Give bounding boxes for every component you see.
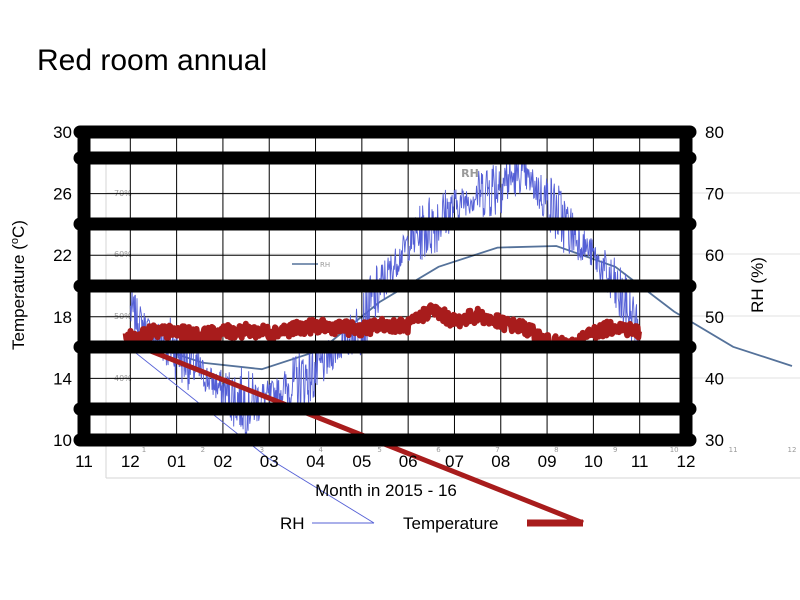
x-tick-label: 12 [677,452,696,471]
legend-label-temperature: Temperature [403,514,498,533]
y-axis-right-label: RH (%) [748,257,767,313]
legend: RH Temperature [280,514,583,533]
x-tick-label: 11 [75,452,93,471]
x-tick-label: 11 [631,452,649,471]
y-tick-label-left: 26 [53,185,72,204]
y-tick-label-right: 60 [705,246,724,265]
x-tick-label: 04 [306,452,325,471]
bg-x-tick-label: 3 [260,446,264,454]
bg-x-tick-label: 2 [201,446,205,454]
bg-x-tick-label: 4 [318,446,323,454]
x-tick-label: 01 [167,452,186,471]
x-tick-label: 09 [538,452,557,471]
y-tick-label-right: 50 [705,308,724,327]
x-tick-label: 03 [260,452,279,471]
x-axis-label: Month in 2015 - 16 [315,481,457,500]
y-tick-label-right: 80 [705,123,724,142]
x-tick-label: 02 [213,452,232,471]
y-tick-label-right: 70 [705,185,724,204]
frame-bars [73,125,697,447]
bg-legend-label: RH [320,261,330,269]
bg-y-tick-label: 60% [114,250,132,259]
x-tick-label: 06 [399,452,418,471]
stray-rh-stroke [267,457,375,524]
y-tick-label-left: 30 [53,123,72,142]
x-tick-label: 10 [584,452,603,471]
chart-title: Red room annual [37,44,268,77]
tick-labels: 11 12 01 02 03 04 05 06 07 08 09 10 11 12101418222630… [53,123,724,471]
bg-x-tick-label: 11 [729,446,738,454]
bg-x-tick-label: 8 [554,446,558,454]
y-tick-label-left: 14 [53,369,72,388]
series-layer [121,157,642,526]
bg-x-tick-label: 7 [495,446,499,454]
y-tick-label-left: 18 [53,308,72,327]
x-tick-label: 08 [491,452,510,471]
x-tick-label: 05 [352,452,371,471]
stray-temperature-stroke [127,339,584,526]
bg-x-tick-label: 5 [377,446,381,454]
series-rh-line [129,157,640,437]
y-tick-label-left: 10 [53,431,72,450]
y-axis-left-label: Temperature (oC) [9,220,28,350]
y-tick-label-left: 22 [53,246,72,265]
bg-chart-label: RH [461,167,479,180]
bg-x-tick-label: 10 [670,446,679,454]
bg-x-tick-label: 1 [142,446,146,454]
y-tick-label-right: 40 [705,369,724,388]
bg-x-tick-label: 12 [788,446,797,454]
legend-label-rh: RH [280,514,305,533]
y-tick-label-right: 30 [705,431,724,450]
bg-x-tick-label: 6 [436,446,441,454]
x-tick-label: 07 [445,452,464,471]
bg-x-tick-label: 9 [613,446,617,454]
x-tick-label: 12 [121,452,140,471]
